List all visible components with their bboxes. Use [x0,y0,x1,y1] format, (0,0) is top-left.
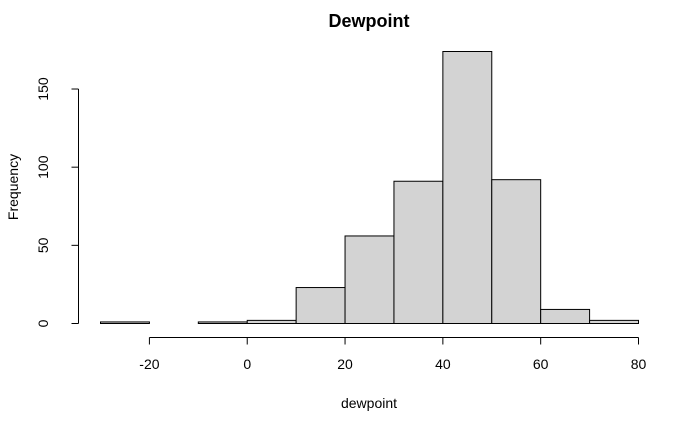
y-axis: 0 50 100 150 [35,77,79,327]
x-tick-label: -20 [139,356,159,372]
bars-group [100,51,639,325]
histogram-bar [540,308,591,324]
chart-title: Dewpoint [329,11,410,31]
x-tick-label: 0 [243,356,251,372]
x-tick-label: 60 [533,356,549,372]
y-tick-label: 150 [35,77,51,101]
x-tick-label: 80 [631,356,647,372]
x-axis: -20 0 20 40 60 80 [139,337,647,372]
y-axis-label: Frequency [5,154,21,220]
x-tick-label: 20 [337,356,353,372]
x-axis-label: dewpoint [341,395,397,411]
histogram-bar [100,321,150,324]
histogram-bar [442,51,493,324]
histogram-bar [246,319,297,325]
histogram-bar [197,321,248,324]
y-tick-label: 50 [35,237,51,253]
x-tick-label: 40 [435,356,451,372]
y-tick-label: 100 [35,155,51,179]
histogram-bar [589,319,639,325]
histogram-bar [393,180,444,324]
histogram-bar [295,287,346,325]
y-tick-label: 0 [35,319,51,327]
histogram-bar [344,235,395,324]
histogram-bar [491,179,542,324]
